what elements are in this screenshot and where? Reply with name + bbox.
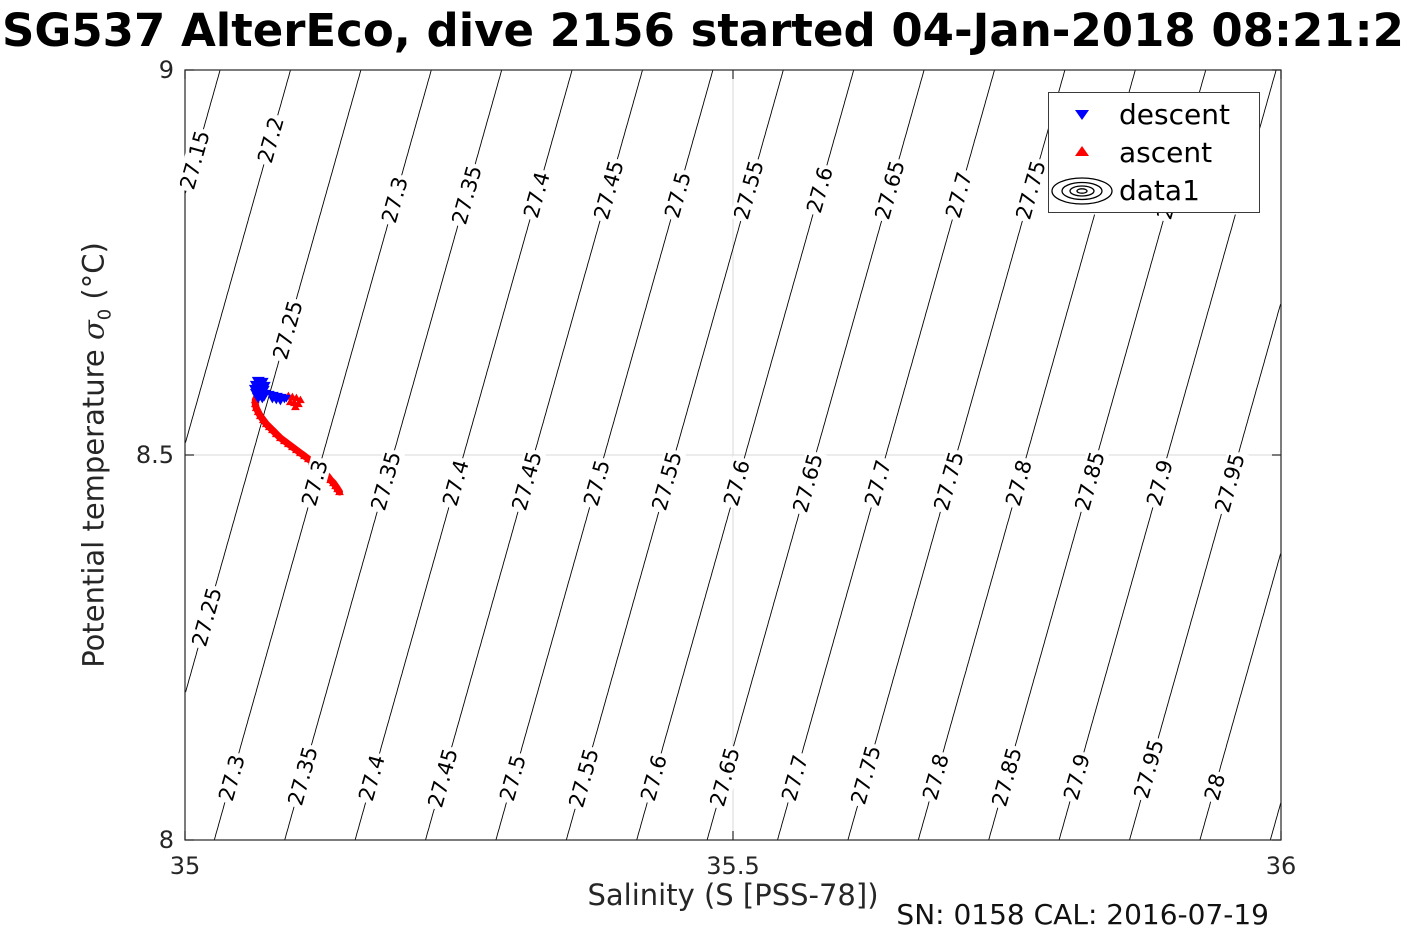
x-tick-label: 35.5 [706,852,760,880]
legend-entry-data1: data1 [1049,173,1259,209]
triangle-up-icon [1049,137,1115,167]
legend-label: ascent [1119,135,1213,169]
y-tick-label: 9 [158,56,174,84]
serial-cal-annotation: SN: 0158 CAL: 2016-07-19 [896,898,1269,931]
x-axis-label: Salinity (S [PSS-78]) [587,878,879,912]
legend-label: descent [1119,97,1230,131]
y-tick-label: 8.5 [135,441,174,469]
contour-rings-icon [1049,176,1115,206]
figure-title: SG537 AlterEco, dive 2156 started 04-Jan… [2,4,1404,57]
triangle-down-icon [1049,99,1115,129]
legend-entry-ascent: ascent [1049,134,1259,170]
isopycnal-line [1269,802,1282,841]
descent-markers [248,376,291,406]
legend[interactable]: descent ascent data1 [1048,92,1260,213]
legend-label: data1 [1119,174,1200,208]
x-tick-label: 35 [169,852,201,880]
legend-entry-descent: descent [1049,96,1259,132]
y-tick-label: 8 [158,826,174,854]
x-tick-label: 36 [1265,852,1297,880]
